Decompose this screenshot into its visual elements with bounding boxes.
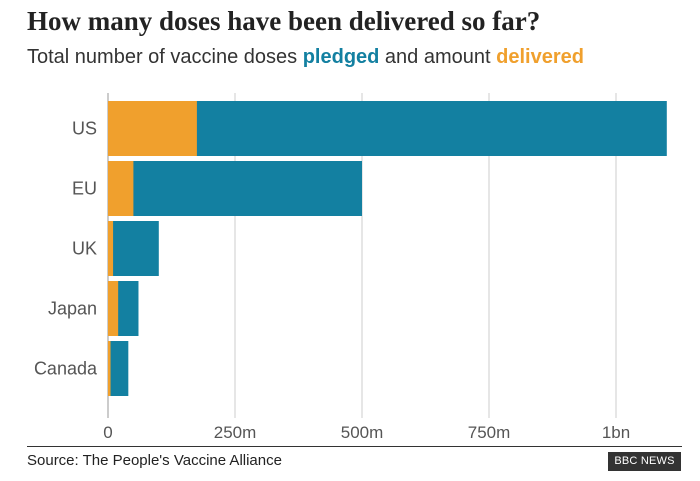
legend-pledged-label: pledged (302, 46, 380, 68)
bar-pledged-eu (108, 161, 362, 216)
category-label-uk: UK (72, 239, 97, 259)
bar-delivered-uk (108, 221, 114, 276)
chart-bars (108, 101, 667, 396)
x-axis-tick-labels: 0 250m 500m 750m 1bn (103, 423, 630, 442)
bar-delivered-us (108, 101, 197, 156)
bar-delivered-eu (108, 161, 134, 216)
x-tick-label-0: 0 (103, 423, 112, 442)
source-note: Source: The People's Vaccine Alliance (27, 452, 282, 469)
category-labels: US EU UK Japan Canada (34, 119, 98, 379)
x-tick-label-1: 250m (214, 423, 257, 442)
chart-title: How many doses have been delivered so fa… (27, 6, 541, 36)
bar-delivered-canada (108, 341, 111, 396)
x-tick-label-3: 750m (468, 423, 511, 442)
bar-pledged-canada (108, 341, 129, 396)
bar-delivered-japan (108, 281, 119, 336)
category-label-canada: Canada (34, 359, 98, 379)
bar-pledged-us (108, 101, 667, 156)
legend-delivered-label: delivered (496, 46, 584, 68)
category-label-japan: Japan (48, 299, 97, 319)
bbc-news-logo: BBC NEWS (608, 452, 681, 471)
chart-subtitle: Total number of vaccine doses pledged an… (27, 46, 584, 69)
x-tick-label-2: 500m (341, 423, 384, 442)
x-tick-label-4: 1bn (602, 423, 630, 442)
category-label-us: US (72, 119, 97, 139)
subtitle-prefix: Total number of vaccine doses (27, 46, 303, 68)
bar-pledged-uk (108, 221, 159, 276)
source-divider (27, 446, 682, 447)
category-label-eu: EU (72, 179, 97, 199)
subtitle-middle: and amount (379, 46, 497, 68)
